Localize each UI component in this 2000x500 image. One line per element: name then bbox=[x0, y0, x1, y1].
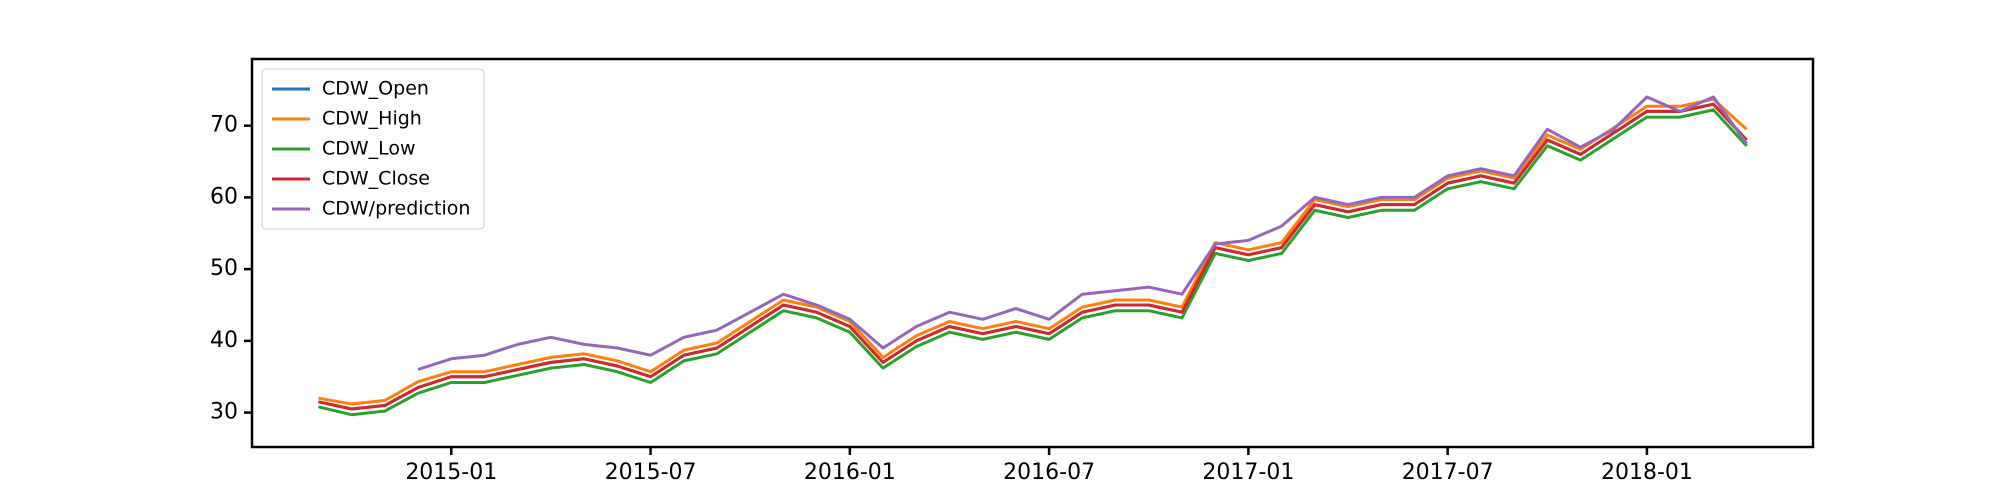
x-tick-label: 2015-07 bbox=[605, 460, 697, 485]
plot-frame bbox=[250, 57, 1815, 449]
x-tick-label: 2015-01 bbox=[405, 460, 497, 485]
series-line bbox=[417, 95, 1748, 371]
legend-label: CDW_Open bbox=[322, 78, 429, 100]
x-tick-label: 2017-07 bbox=[1402, 460, 1494, 485]
legend-box bbox=[261, 68, 485, 230]
y-tick-label: 50 bbox=[210, 256, 238, 281]
series-line bbox=[318, 108, 1748, 417]
x-tick-label: 2016-07 bbox=[1003, 460, 1095, 485]
legend-label: CDW/prediction bbox=[322, 198, 470, 220]
y-tick-label: 40 bbox=[210, 328, 238, 353]
x-tick-label: 2016-01 bbox=[804, 460, 896, 485]
series-line bbox=[318, 97, 1748, 406]
y-tick-label: 30 bbox=[210, 400, 238, 425]
legend-label: CDW_Close bbox=[322, 168, 430, 190]
series-line bbox=[318, 102, 1748, 411]
x-tick-label: 2017-01 bbox=[1202, 460, 1294, 485]
legend-label: CDW_Low bbox=[322, 138, 416, 160]
legend-label: CDW_High bbox=[322, 108, 422, 130]
x-tick-label: 2018-01 bbox=[1601, 460, 1693, 485]
y-tick-label: 60 bbox=[210, 184, 238, 209]
y-tick-label: 70 bbox=[210, 113, 238, 138]
